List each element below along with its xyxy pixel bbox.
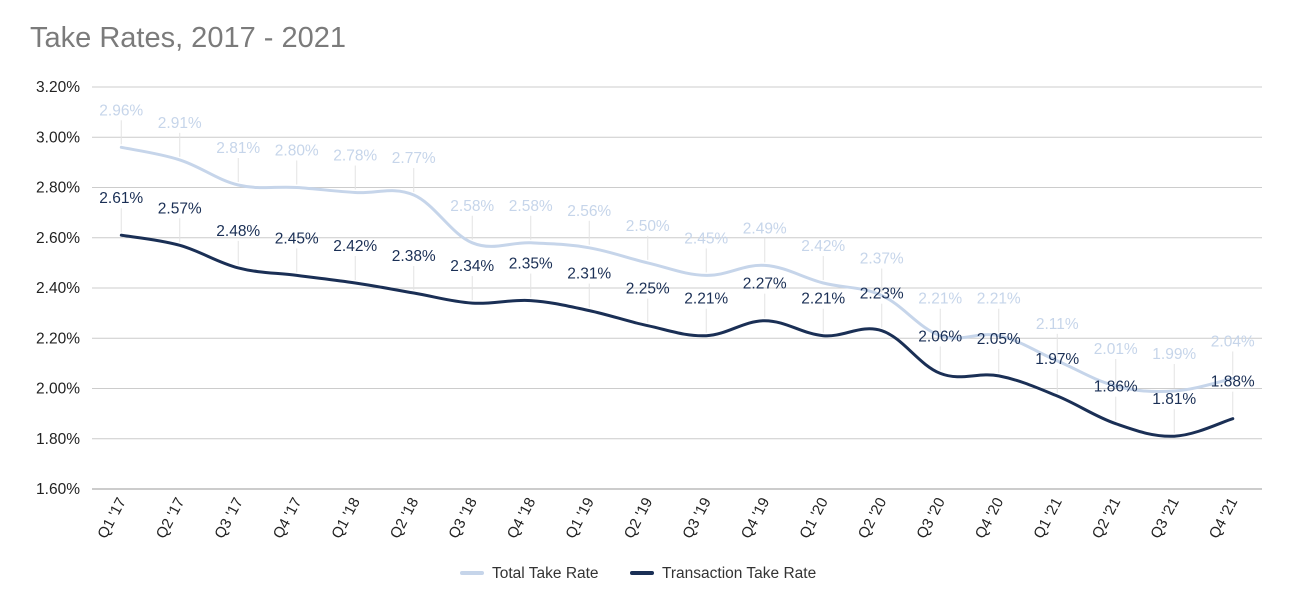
- transaction-take-rate-data-label: 2.35%: [509, 256, 553, 273]
- transaction-take-rate-data-label: 2.45%: [275, 230, 319, 247]
- y-tick-label: 2.20%: [36, 330, 80, 347]
- total-take-rate-line: [119, 145, 1235, 394]
- y-tick-label: 2.60%: [36, 230, 80, 247]
- total-take-rate-data-label: 2.77%: [392, 150, 436, 167]
- x-tick-label: Q3 '17: [211, 495, 247, 542]
- total-take-rate-data-label: 2.80%: [275, 143, 319, 160]
- label-leaders: [120, 120, 1234, 434]
- x-tick-label: Q2 '18: [387, 495, 423, 542]
- y-tick-label: 1.80%: [36, 431, 80, 448]
- x-tick-label: Q4 '18: [504, 495, 540, 542]
- data-labels: 2.96% 2.91% 2.81% 2.80% 2.78% 2.77% 2.58% 2.58%…: [99, 102, 1255, 408]
- x-tick-label: Q1 '19: [562, 495, 598, 542]
- legend-transaction-take-rate-label: Transaction Take Rate: [662, 565, 816, 582]
- total-take-rate-data-label: 2.21%: [977, 291, 1021, 308]
- transaction-take-rate-data-label: 2.34%: [450, 258, 494, 275]
- y-tick-label: 3.20%: [36, 79, 80, 96]
- transaction-take-rate-line: [119, 233, 1235, 438]
- total-take-rate-data-label: 2.45%: [684, 230, 728, 247]
- y-tick-label: 2.80%: [36, 180, 80, 197]
- total-take-rate-data-label: 2.49%: [743, 220, 787, 237]
- transaction-take-rate-data-label: 2.21%: [684, 291, 728, 308]
- x-tick-label: Q2 '21: [1089, 495, 1125, 542]
- total-take-rate-data-label: 1.99%: [1152, 346, 1196, 363]
- x-axis-ticks: Q1 '17 Q2 '17 Q3 '17 Q4 '17 Q1 '18 Q2 '18 Q3 '…: [94, 495, 1241, 542]
- total-take-rate-data-label: 2.78%: [333, 148, 377, 165]
- total-take-rate-data-label: 2.01%: [1094, 341, 1138, 358]
- x-tick-label: Q2 '17: [153, 495, 189, 542]
- total-take-rate-data-label: 2.21%: [918, 291, 962, 308]
- x-tick-label: Q1 '21: [1030, 495, 1066, 542]
- transaction-take-rate-data-label: 2.25%: [626, 281, 670, 298]
- x-tick-label: Q4 '17: [270, 495, 306, 542]
- transaction-take-rate-data-label: 2.42%: [333, 238, 377, 255]
- transaction-take-rate-data-label: 2.31%: [567, 266, 611, 283]
- x-tick-label: Q3 '18: [445, 495, 481, 542]
- x-tick-label: Q1 '18: [328, 495, 364, 542]
- total-take-rate-data-label: 2.11%: [1036, 316, 1079, 333]
- transaction-take-rate-data-label: 2.21%: [801, 291, 845, 308]
- y-tick-label: 3.00%: [36, 129, 80, 146]
- series-lines: [119, 145, 1235, 438]
- transaction-take-rate-data-label: 2.38%: [392, 248, 436, 265]
- transaction-take-rate-data-label: 1.97%: [1035, 351, 1079, 368]
- total-take-rate-data-label: 2.56%: [567, 203, 611, 220]
- gridlines: [92, 86, 1262, 490]
- x-tick-label: Q4 '20: [972, 495, 1008, 542]
- legend-total-take-rate-label: Total Take Rate: [492, 565, 599, 582]
- x-tick-label: Q2 '20: [855, 495, 891, 542]
- chart-title: Take Rates, 2017 - 2021: [30, 22, 346, 54]
- transaction-take-rate-data-label: 1.88%: [1211, 374, 1255, 391]
- total-take-rate-data-label: 2.58%: [450, 198, 494, 215]
- transaction-take-rate-data-label: 2.23%: [860, 286, 904, 303]
- transaction-take-rate-data-label: 1.86%: [1094, 379, 1138, 396]
- total-take-rate-data-label: 2.04%: [1211, 333, 1255, 350]
- y-tick-label: 2.00%: [36, 381, 80, 398]
- legend: Total Take Rate Transaction Take Rate: [460, 565, 816, 582]
- transaction-take-rate-data-label: 1.81%: [1152, 391, 1196, 408]
- total-take-rate-data-label: 2.91%: [158, 115, 202, 132]
- total-take-rate-data-label: 2.50%: [626, 218, 670, 235]
- total-take-rate-data-label: 2.37%: [860, 251, 904, 268]
- total-take-rate-data-label: 2.42%: [801, 238, 845, 255]
- x-tick-label: Q4 '21: [1206, 495, 1242, 542]
- x-tick-label: Q1 '17: [94, 495, 130, 542]
- x-tick-label: Q1 '20: [796, 495, 832, 542]
- total-take-rate-data-label: 2.58%: [509, 198, 553, 215]
- transaction-take-rate-data-label: 2.06%: [918, 328, 962, 345]
- transaction-take-rate-data-label: 2.05%: [977, 331, 1021, 348]
- y-tick-label: 2.40%: [36, 280, 80, 297]
- x-tick-label: Q3 '20: [913, 495, 949, 542]
- transaction-take-rate-data-label: 2.48%: [216, 223, 260, 240]
- transaction-take-rate-data-label: 2.27%: [743, 276, 787, 293]
- x-tick-label: Q3 '21: [1147, 495, 1183, 542]
- total-take-rate-data-label: 2.96%: [99, 102, 143, 119]
- x-tick-label: Q3 '19: [679, 495, 715, 542]
- transaction-take-rate-data-label: 2.61%: [99, 190, 143, 207]
- x-tick-label: Q2 '19: [621, 495, 657, 542]
- x-tick-label: Q4 '19: [738, 495, 774, 542]
- total-take-rate-data-label: 2.81%: [216, 140, 260, 157]
- transaction-take-rate-data-label: 2.57%: [158, 200, 202, 217]
- y-tick-label: 1.60%: [36, 481, 80, 498]
- y-axis-ticks: 1.60% 1.80% 2.00% 2.20% 2.40% 2.60% 2.80% 3.00%…: [36, 79, 80, 498]
